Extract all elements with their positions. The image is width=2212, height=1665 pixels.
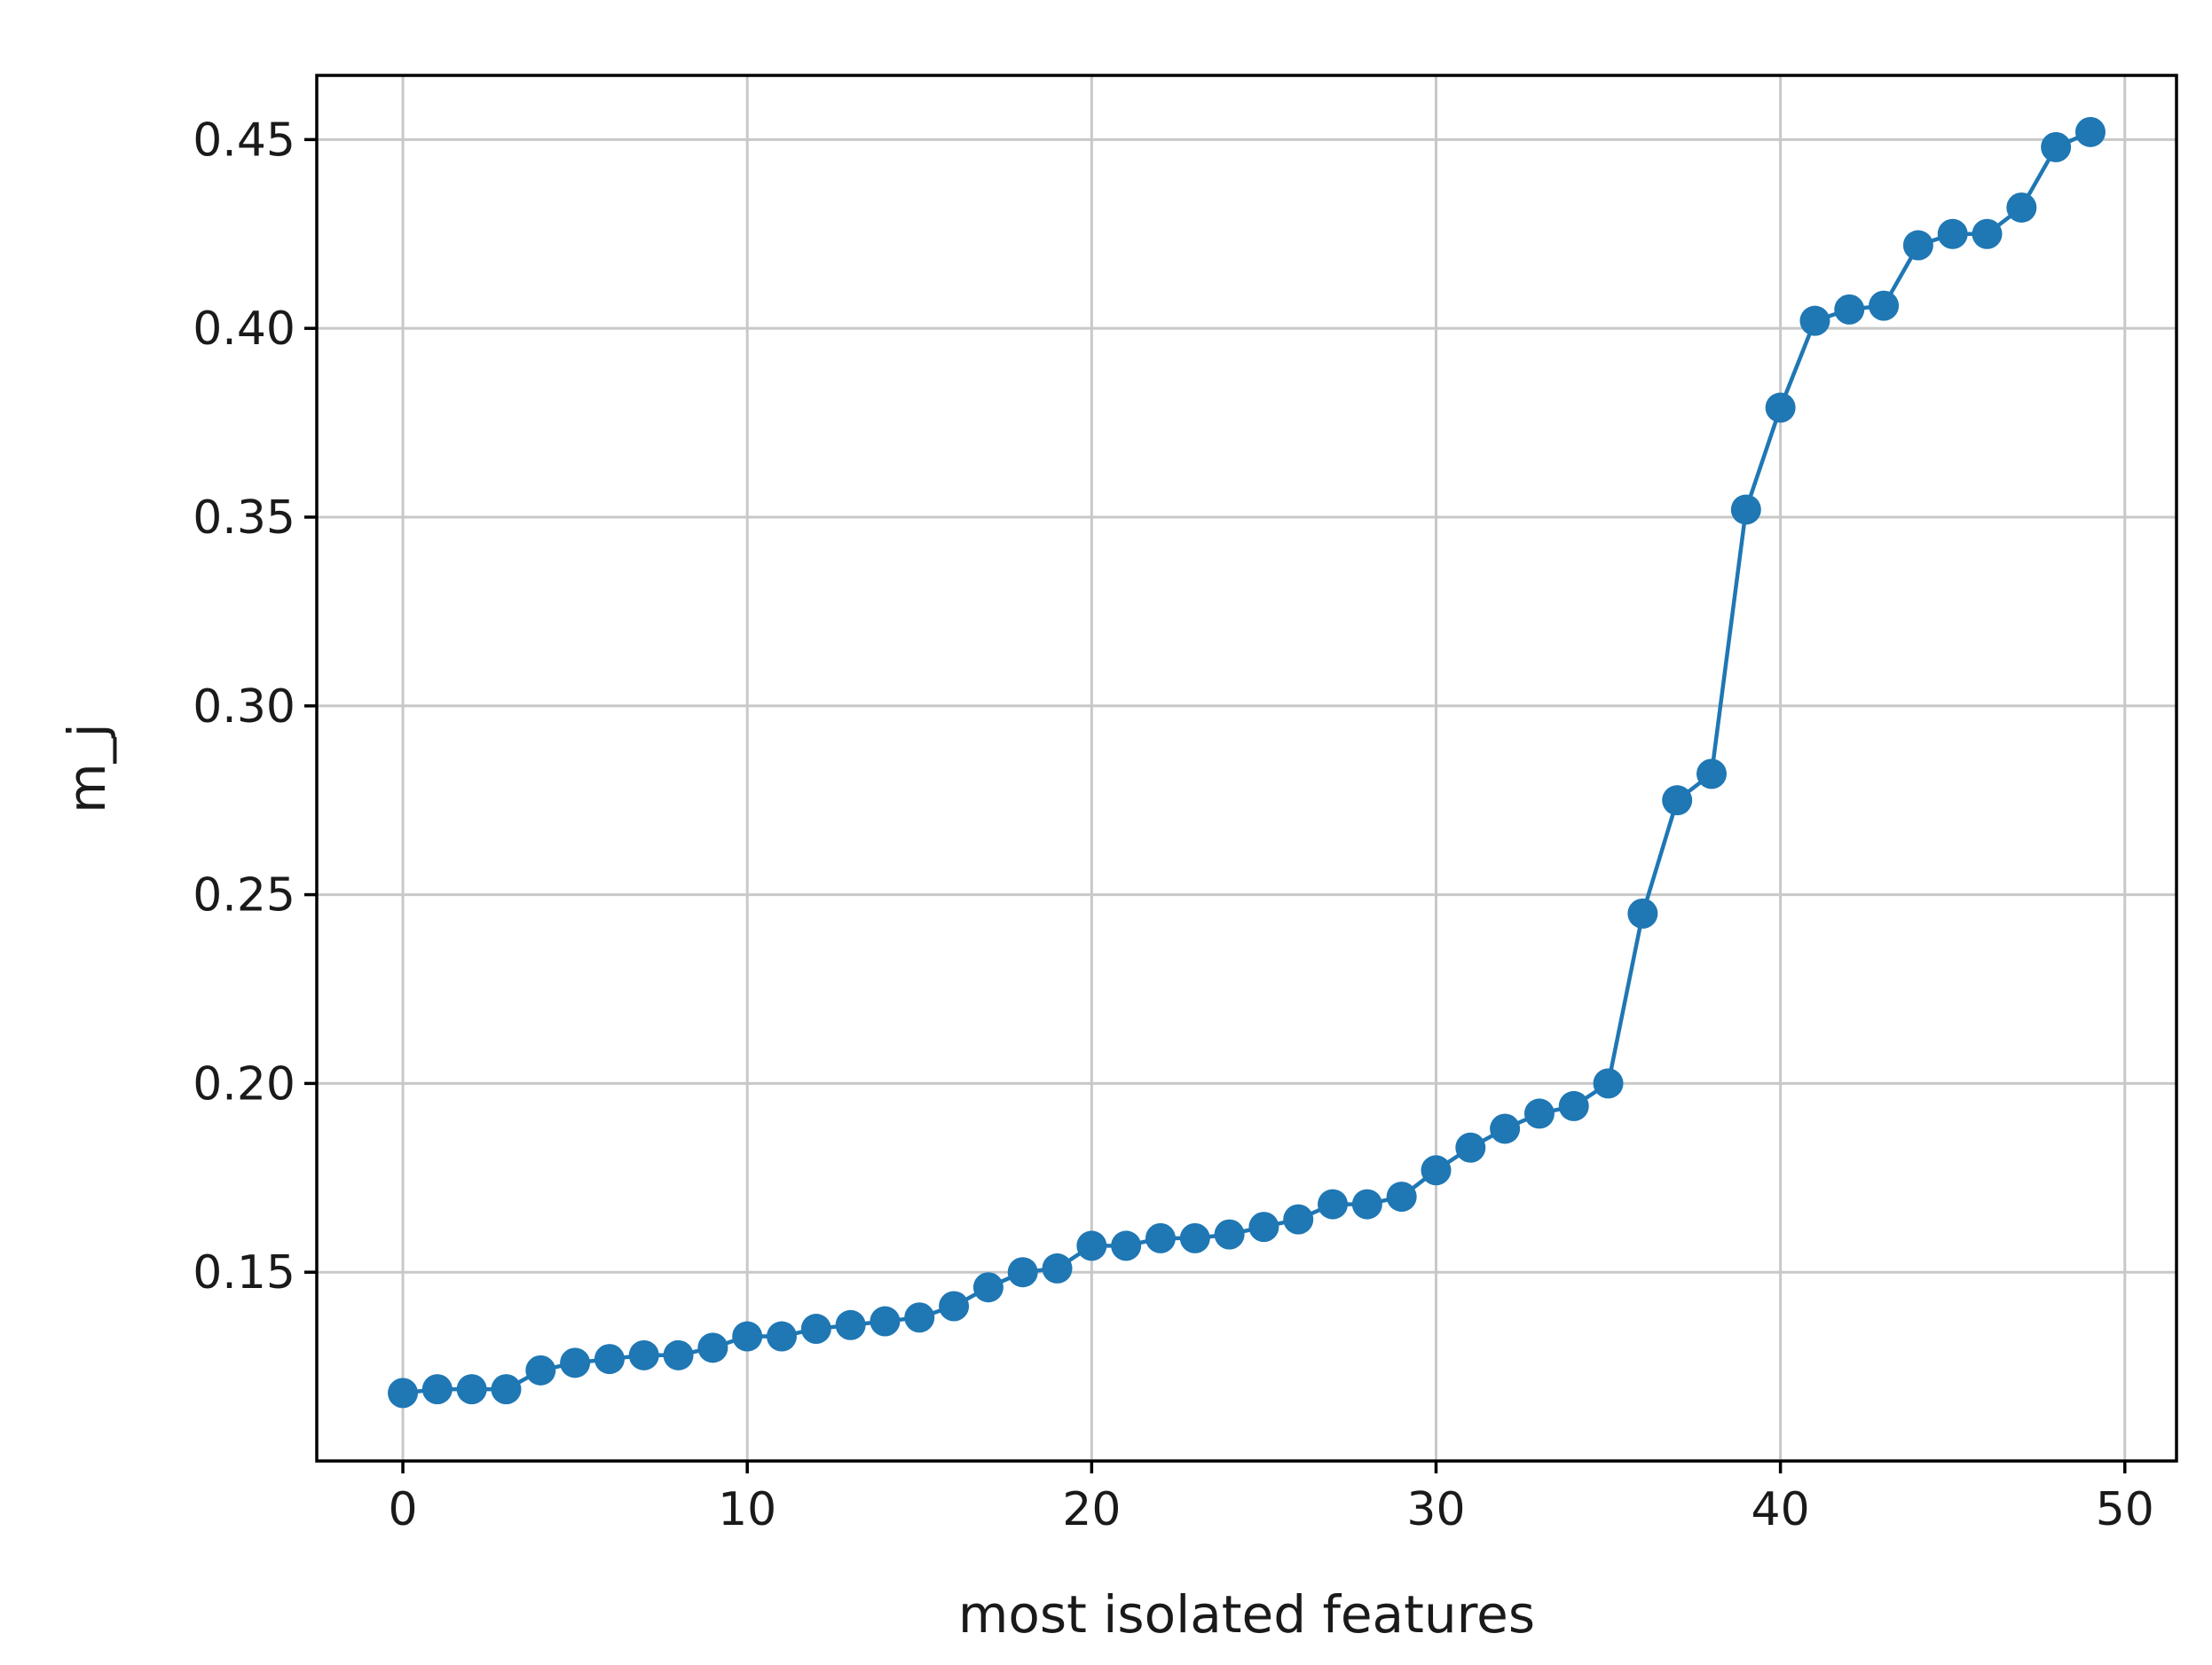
data-point	[1318, 1189, 1349, 1220]
data-point	[1627, 898, 1658, 929]
data-point	[1111, 1230, 1142, 1261]
x-tick-label: 0	[388, 1483, 417, 1536]
data-point	[1283, 1204, 1314, 1235]
data-point	[1214, 1219, 1245, 1250]
data-point	[1730, 494, 1761, 525]
data-point	[1490, 1113, 1521, 1144]
data-point	[1696, 758, 1727, 789]
y-axis-label: m_j	[57, 723, 117, 813]
data-point	[2006, 192, 2037, 223]
x-tick-label: 40	[1751, 1483, 1810, 1536]
y-tick-label: 0.45	[193, 114, 295, 167]
data-point	[560, 1347, 591, 1378]
data-point	[1799, 305, 1830, 336]
data-point	[2074, 116, 2106, 147]
data-point	[1042, 1253, 1073, 1284]
data-point	[1937, 218, 1968, 249]
data-point	[1421, 1155, 1452, 1186]
y-tick-label: 0.25	[193, 869, 295, 923]
data-point	[1834, 294, 1865, 325]
ticks: 0 10 20 30 40 50 0.15 0.20 0.25 0.30 0.35 0.40 0.45	[193, 114, 2154, 1536]
data-point	[1662, 785, 1693, 816]
data-point	[1145, 1222, 1176, 1253]
data-point	[1179, 1222, 1210, 1253]
data-point	[767, 1321, 797, 1352]
data-point	[421, 1374, 453, 1405]
data-point	[939, 1291, 970, 1322]
grid	[317, 75, 2177, 1461]
data-point	[904, 1302, 935, 1333]
data-point	[388, 1378, 419, 1409]
data-point	[1007, 1257, 1038, 1288]
plot-frame	[315, 74, 2178, 1463]
data-point	[456, 1374, 487, 1405]
data-point	[835, 1309, 866, 1340]
data-point	[1351, 1189, 1382, 1220]
x-tick-label: 10	[718, 1483, 776, 1536]
series-line	[402, 130, 2091, 1395]
data-point	[1455, 1132, 1486, 1163]
data-point	[870, 1306, 901, 1337]
data-point	[594, 1344, 625, 1375]
data-point	[732, 1321, 763, 1352]
data-point	[1902, 230, 1933, 261]
data-point	[1972, 218, 2003, 249]
data-point	[1869, 290, 1900, 321]
data-point	[972, 1272, 1004, 1303]
y-tick-label: 0.30	[193, 680, 295, 734]
y-tick-label: 0.15	[193, 1246, 295, 1300]
data-point	[1386, 1182, 1417, 1213]
y-tick-label: 0.35	[193, 491, 295, 545]
x-tick-label: 20	[1062, 1483, 1121, 1536]
data-point	[800, 1314, 831, 1345]
data-point	[628, 1339, 659, 1370]
data-point	[491, 1374, 522, 1405]
data-point	[1076, 1230, 1107, 1261]
data-point	[1523, 1098, 1555, 1129]
data-point	[1765, 392, 1796, 423]
y-tick-label: 0.20	[193, 1057, 295, 1111]
data-point	[2041, 131, 2072, 162]
data-point	[697, 1332, 728, 1363]
data-point	[525, 1355, 556, 1386]
data-point	[1558, 1090, 1589, 1121]
data-point	[1248, 1212, 1279, 1243]
series-layer	[388, 116, 2106, 1409]
data-point	[663, 1339, 694, 1370]
x-tick-label: 50	[2096, 1483, 2154, 1536]
x-tick-label: 30	[1406, 1483, 1465, 1536]
y-tick-label: 0.40	[193, 302, 295, 356]
data-point	[1593, 1068, 1624, 1099]
x-axis-label: most isolated features	[958, 1584, 1535, 1645]
